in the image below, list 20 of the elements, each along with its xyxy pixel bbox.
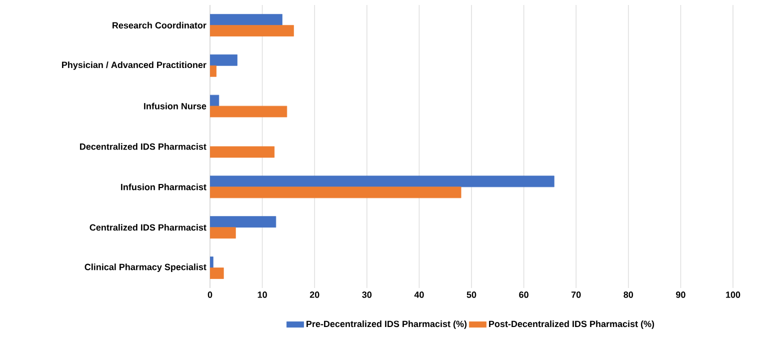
y-tick-label: Infusion Nurse — [144, 102, 206, 110]
x-tick-label: 90 — [676, 292, 686, 298]
x-tick-label: 40 — [414, 292, 424, 298]
y-tick-label: Decentralized IDS Pharmacist — [80, 143, 206, 150]
x-tick-label: 80 — [624, 292, 634, 298]
y-tick-label: Infusion Pharmacist — [121, 184, 206, 190]
x-tick-label: 70 — [571, 292, 581, 298]
y-tick-label: Clinical Pharmacy Specialist — [84, 264, 206, 272]
legend-label: Pre-Decentralized IDS Pharmacist (%) — [306, 320, 467, 329]
x-tick-label: 60 — [519, 292, 528, 298]
y-tick-label: Research Coordinator — [112, 22, 206, 29]
x-tick-label: 50 — [466, 292, 476, 298]
y-tick-label: Centralized IDS Pharmacist — [90, 224, 206, 231]
y-tick-label: Physician / Advanced Practitioner — [62, 61, 206, 70]
legend-label: Post-Decentralized IDS Pharmacist (%) — [489, 320, 654, 329]
x-tick-label: 0 — [208, 292, 212, 298]
x-tick-label: 100 — [726, 292, 740, 298]
x-tick-label: 30 — [362, 292, 372, 298]
x-tick-label: 20 — [310, 292, 320, 298]
x-tick-label: 10 — [258, 292, 267, 298]
